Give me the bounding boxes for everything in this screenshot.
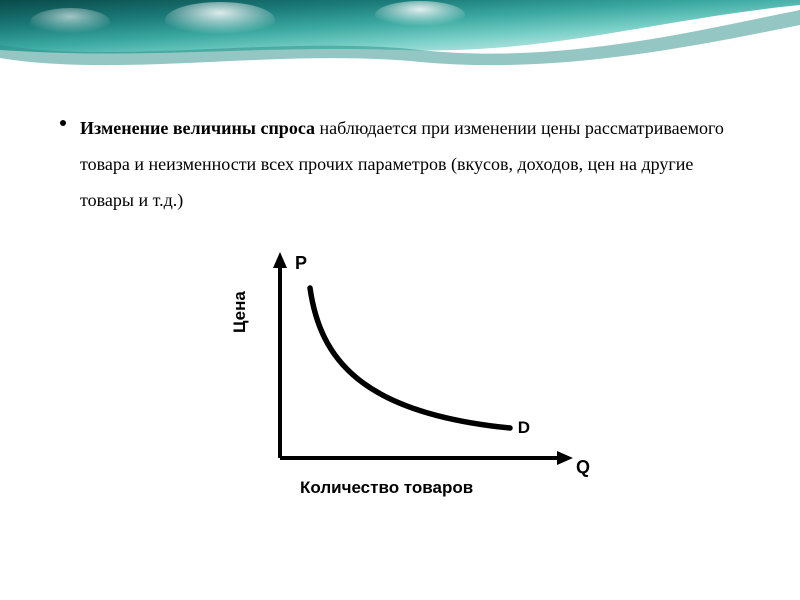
- bullet-icon: [60, 120, 66, 126]
- label-d: D: [518, 418, 530, 438]
- main-text: Изменение величины спроса наблюдается пр…: [80, 110, 740, 218]
- content-area: Изменение величины спроса наблюдается пр…: [0, 70, 800, 498]
- decorative-banner: [0, 0, 800, 70]
- chart-svg: [210, 248, 590, 498]
- x-axis-title: Количество товаров: [300, 478, 473, 498]
- label-p: P: [295, 253, 307, 274]
- x-axis-arrow: [557, 451, 573, 465]
- banner-svg: [0, 0, 800, 70]
- y-axis-title: Цена: [230, 291, 250, 333]
- bullet-paragraph: Изменение величины спроса наблюдается пр…: [60, 110, 740, 218]
- demand-chart: P Q D Цена Количество товаров: [210, 248, 590, 498]
- y-axis-arrow: [273, 252, 287, 268]
- bold-lead: Изменение величины спроса: [80, 118, 315, 138]
- demand-curve: [310, 288, 510, 428]
- label-q: Q: [576, 457, 590, 478]
